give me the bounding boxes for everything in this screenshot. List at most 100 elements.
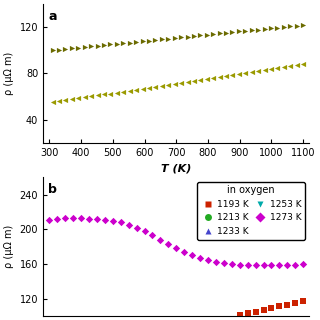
1193 K [269, 306, 274, 311]
Point [256, 68, 261, 74]
Text: a: a [48, 10, 57, 23]
Point [223, 73, 228, 78]
Point [236, 71, 242, 76]
Point [198, 77, 203, 82]
Point [217, 31, 222, 36]
1273 K [63, 215, 68, 220]
Point [89, 94, 94, 99]
Point [101, 92, 107, 97]
Point [95, 43, 100, 48]
Point [204, 76, 209, 81]
Point [249, 28, 254, 33]
1273 K [205, 258, 211, 263]
1273 K [94, 216, 100, 221]
1273 K [55, 216, 60, 221]
Point [275, 25, 280, 30]
1193 K [245, 311, 250, 316]
Point [172, 81, 177, 86]
Legend: 1193 K, 1213 K, 1233 K, 1253 K, 1273 K: 1193 K, 1213 K, 1233 K, 1253 K, 1273 K [197, 182, 305, 240]
1193 K [285, 302, 290, 307]
Point [56, 47, 61, 52]
Point [288, 64, 293, 69]
Point [223, 30, 228, 35]
Point [172, 36, 177, 41]
1273 K [158, 237, 163, 242]
1273 K [285, 262, 290, 267]
Point [69, 97, 75, 102]
1273 K [293, 262, 298, 267]
Point [108, 42, 113, 47]
Text: b: b [48, 183, 57, 196]
1193 K [300, 299, 306, 304]
Point [69, 46, 75, 51]
X-axis label: T (K): T (K) [161, 163, 191, 173]
Point [89, 44, 94, 49]
Point [140, 39, 145, 44]
Point [140, 86, 145, 91]
Point [166, 82, 171, 87]
Point [159, 37, 164, 42]
1273 K [213, 260, 219, 265]
1273 K [300, 261, 306, 267]
Point [82, 95, 87, 100]
1273 K [134, 225, 139, 230]
Point [63, 98, 68, 103]
1193 K [293, 300, 298, 305]
Point [198, 33, 203, 38]
Point [166, 36, 171, 41]
Point [114, 41, 119, 46]
Point [185, 34, 190, 39]
Y-axis label: ρ (μΩ m): ρ (μΩ m) [4, 225, 14, 268]
Point [179, 80, 184, 85]
1273 K [269, 262, 274, 267]
Point [268, 67, 274, 72]
Point [230, 72, 235, 77]
Point [281, 65, 286, 70]
Point [76, 45, 81, 50]
1273 K [86, 216, 92, 221]
1273 K [229, 261, 234, 267]
Point [82, 44, 87, 50]
1273 K [166, 241, 171, 246]
Point [294, 63, 299, 68]
Point [288, 24, 293, 29]
Point [121, 41, 126, 46]
Point [114, 90, 119, 95]
Point [50, 100, 55, 105]
Point [153, 84, 158, 89]
1273 K [102, 217, 108, 222]
Point [204, 32, 209, 37]
1273 K [197, 255, 203, 260]
Point [153, 37, 158, 43]
1273 K [182, 249, 187, 254]
1273 K [253, 262, 258, 267]
Point [147, 38, 152, 43]
1273 K [221, 260, 227, 266]
1273 K [150, 233, 155, 238]
Point [294, 23, 299, 28]
Point [101, 43, 107, 48]
Point [108, 91, 113, 96]
1273 K [277, 262, 282, 267]
Point [275, 66, 280, 71]
Point [262, 68, 267, 73]
Point [127, 88, 132, 93]
1273 K [71, 215, 76, 220]
Point [211, 75, 216, 80]
Point [268, 26, 274, 31]
Point [191, 34, 196, 39]
Point [256, 27, 261, 32]
Point [76, 96, 81, 101]
Point [243, 28, 248, 33]
1273 K [47, 217, 52, 222]
Point [50, 48, 55, 53]
1273 K [126, 222, 131, 228]
Point [179, 35, 184, 40]
Point [191, 78, 196, 84]
Point [133, 39, 139, 44]
Y-axis label: ρ (μΩ m): ρ (μΩ m) [4, 52, 14, 95]
Point [300, 22, 306, 28]
Point [63, 46, 68, 52]
1193 K [277, 304, 282, 309]
Point [300, 62, 306, 67]
